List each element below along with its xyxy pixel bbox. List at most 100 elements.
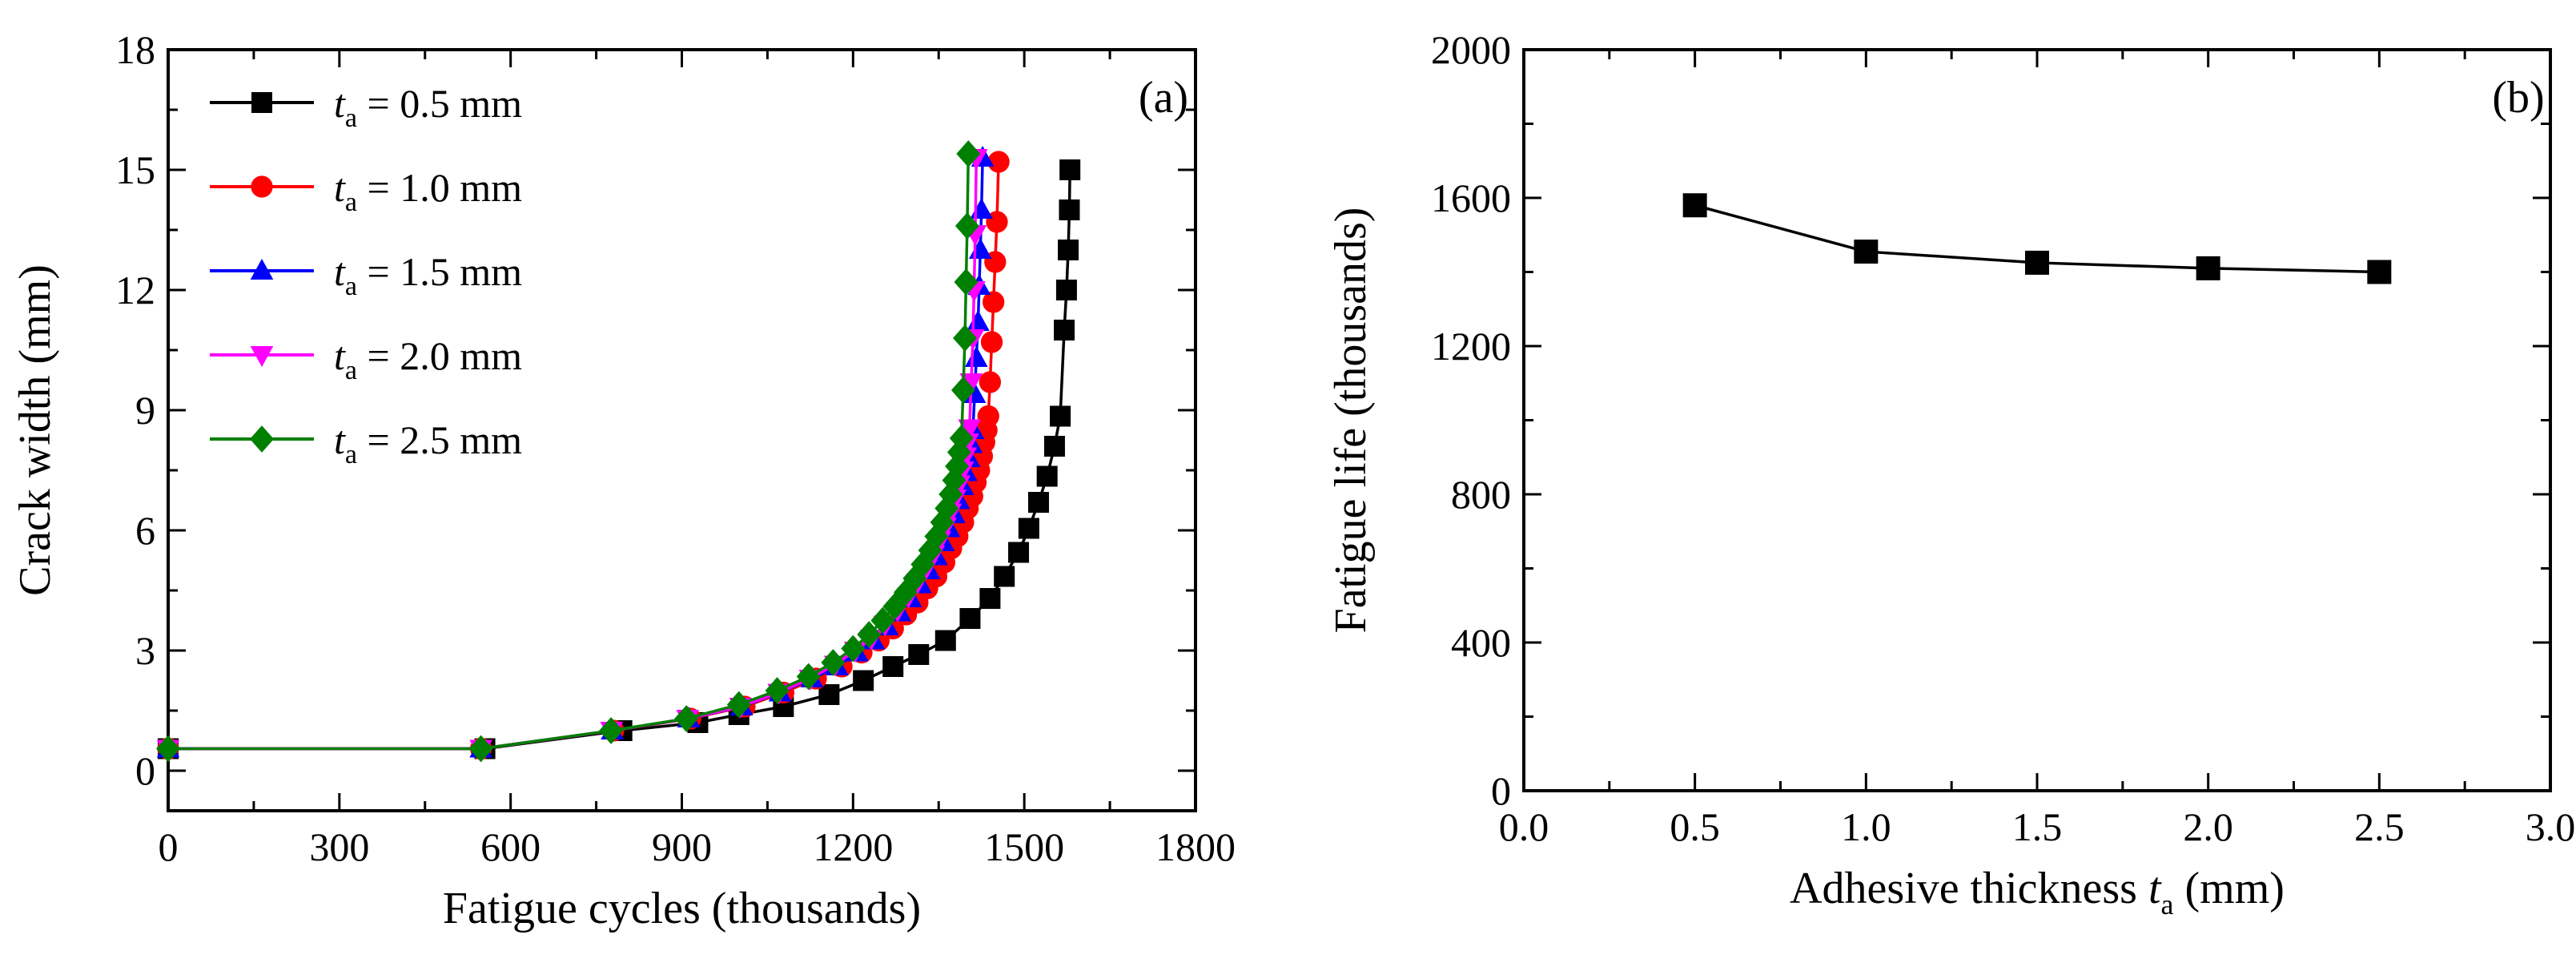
data-point: [1055, 280, 1077, 300]
y-tick-label: 1200: [1431, 324, 1511, 369]
data-point: [950, 377, 975, 404]
series-3: [156, 148, 988, 761]
data-point: [945, 453, 970, 480]
legend-label: ta = 1.5 mm: [334, 249, 522, 301]
data-point: [870, 606, 895, 635]
data-point: [979, 371, 1002, 393]
x-tick-label: 1800: [1155, 824, 1236, 869]
data-point: [959, 373, 983, 394]
data-point: [959, 608, 981, 629]
data-point: [968, 238, 992, 260]
panel-a: 0 300 600 900 1200 1500 1800 0 3 6 9 12 15 18 Fatigue …: [10, 27, 1236, 933]
data-point: [934, 630, 956, 651]
data-point: [1059, 159, 1081, 180]
data-point: [1050, 405, 1071, 427]
legend-entry: ta = 1.0 mm: [210, 165, 522, 217]
legend-label: ta = 0.5 mm: [334, 81, 522, 133]
data-point: [954, 212, 979, 240]
data-point: [882, 656, 904, 677]
y-tick-label: 800: [1451, 472, 1511, 517]
y-tick-label: 15: [115, 147, 155, 192]
data-point: [1054, 320, 1075, 340]
data-point: [857, 621, 882, 648]
data-point: [953, 324, 977, 352]
data-point: [1043, 436, 1065, 457]
data-point: [980, 331, 1003, 353]
data-point: [726, 691, 751, 719]
series-2: [156, 146, 995, 758]
data-point: [979, 588, 1001, 609]
legend-entry: ta = 0.5 mm: [210, 81, 522, 133]
y-tick-label: 3: [135, 628, 155, 673]
x-axis-title: Adhesive thickness ta (mm): [1790, 864, 2285, 921]
data-point: [821, 649, 846, 676]
legend-label: ta = 1.0 mm: [334, 165, 522, 217]
data-point: [954, 268, 979, 296]
x-tick-label: 0.0: [1499, 804, 1549, 849]
y-tick-label: 0: [1491, 768, 1511, 813]
data-point: [882, 593, 907, 620]
x-tick-label: 600: [480, 824, 541, 869]
series-line: [168, 161, 1000, 751]
data-point: [958, 419, 982, 441]
data-point: [818, 684, 840, 705]
data-point: [765, 677, 790, 704]
data-point: [1682, 193, 1707, 218]
x-tick-label: 1500: [984, 824, 1064, 869]
data-point: [1018, 518, 1039, 539]
panel-label: (a): [1139, 73, 1188, 123]
data-point: [983, 291, 1005, 313]
y-axis-title: Crack width (mm): [10, 264, 60, 596]
data-point: [970, 198, 994, 220]
data-point: [2196, 256, 2220, 280]
series-0: [158, 159, 1081, 759]
series-line: [168, 169, 1071, 751]
legend-marker: [250, 425, 274, 453]
legend-marker: [251, 92, 272, 113]
data-point: [949, 425, 974, 452]
legend-label: ta = 2.0 mm: [334, 333, 522, 385]
data-point: [841, 635, 866, 663]
data-point: [1008, 542, 1030, 563]
data-point: [599, 717, 624, 744]
data-point: [1058, 240, 1079, 260]
y-tick-label: 18: [115, 27, 155, 72]
panel-label: (b): [2492, 73, 2544, 123]
x-tick-label: 0.5: [1670, 804, 1720, 849]
data-point: [2367, 260, 2392, 284]
y-tick-label: 0: [135, 748, 155, 793]
x-tick-label: 900: [652, 824, 712, 869]
plot-frame: [1522, 48, 2552, 792]
series-4: [156, 140, 981, 763]
legend: ta = 0.5 mm ta = 1.0 mm ta = 1.5 mm ta = 2.…: [210, 81, 522, 469]
x-tick-label: 1.0: [1841, 804, 1891, 849]
data-point: [1854, 240, 1879, 264]
y-tick-label: 2000: [1431, 27, 1511, 72]
panel-b: 0.0 0.5 1.0 1.5 2.0 2.5 3.0 0 400 800 1200 1600 2000…: [1326, 27, 2575, 921]
y-tick-label: 400: [1451, 620, 1511, 665]
x-tick-label: 300: [309, 824, 369, 869]
legend-entry: ta = 2.0 mm: [210, 333, 522, 385]
y-tick-label: 9: [135, 388, 155, 433]
data-point: [468, 735, 493, 763]
data-point: [994, 566, 1015, 587]
plot-frame: [167, 48, 1197, 812]
data-point: [977, 405, 999, 428]
legend-entry: ta = 2.5 mm: [210, 417, 522, 469]
data-point: [987, 151, 1010, 173]
data-point: [2025, 250, 2049, 275]
legend-marker: [250, 345, 274, 367]
x-tick-label: 2.0: [2183, 804, 2233, 849]
data-point: [967, 310, 990, 332]
data-point: [156, 735, 180, 763]
data-point: [962, 382, 987, 404]
x-tick-label: 3.0: [2526, 804, 2576, 849]
legend-entry: ta = 1.5 mm: [210, 249, 522, 301]
data-point: [796, 663, 821, 691]
y-tick-label: 12: [115, 268, 155, 312]
y-axis-title: Fatigue life (thousands): [1326, 207, 1376, 634]
data-point: [930, 509, 954, 536]
data-point: [1027, 492, 1049, 513]
x-axis-title: Fatigue cycles (thousands): [443, 884, 921, 933]
